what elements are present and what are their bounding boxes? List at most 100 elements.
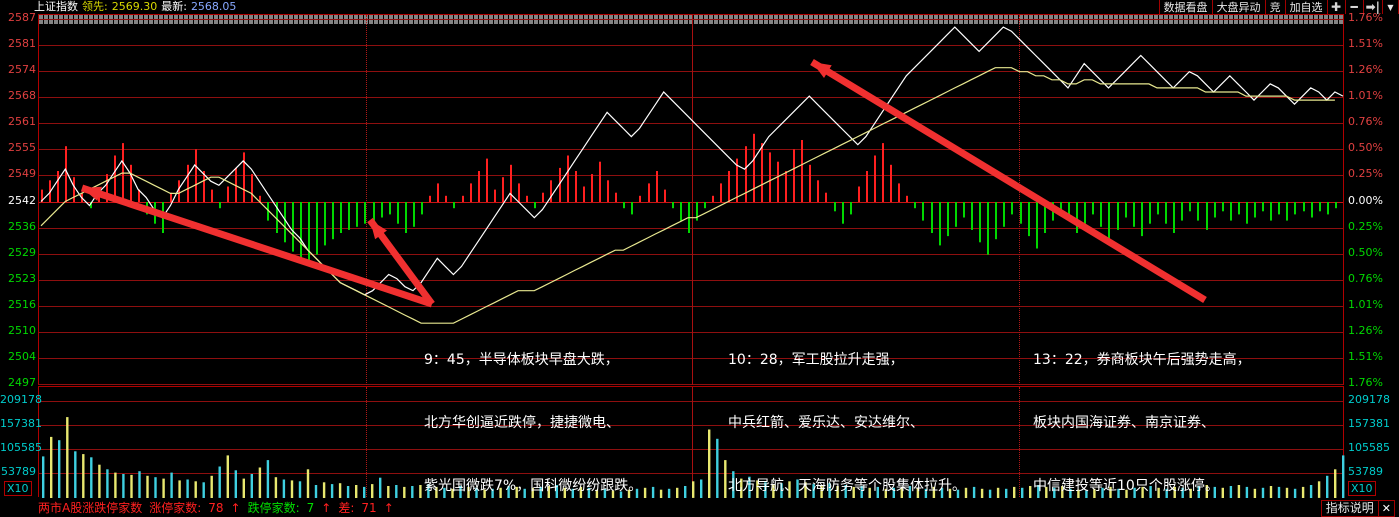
volume-axis-label-left: 157381 <box>0 417 42 430</box>
change-bar <box>979 202 981 243</box>
price-axis-label-left: 2561 <box>8 115 36 128</box>
change-bar <box>947 202 949 237</box>
change-bar <box>437 183 439 202</box>
price-axis-label-right: 1.01% <box>1348 89 1383 102</box>
volume-bar <box>250 474 253 498</box>
change-bar <box>1278 202 1280 215</box>
volume-bar <box>138 471 141 498</box>
change-bar <box>413 202 415 227</box>
footer-stats: 两市A股涨跌停家数 涨停家数: 78 ↑ 跌停家数: 7 ↑ 差: 71 ↑ <box>0 501 394 515</box>
change-bar <box>696 202 698 221</box>
price-axis-label-right: 1.26% <box>1348 63 1383 76</box>
volume-bar <box>170 472 173 498</box>
change-bar <box>1011 202 1013 215</box>
chevron-down-icon[interactable]: ▼ <box>1382 0 1399 14</box>
change-bar <box>850 202 852 215</box>
change-bar <box>73 177 75 202</box>
volume-bar <box>1285 487 1289 498</box>
indicator-help-button[interactable]: 指标说明 <box>1325 501 1374 515</box>
volume-axis-label-right: 209178 <box>1348 393 1390 406</box>
lead-value: 2569.30 <box>111 0 158 13</box>
volume-bar <box>330 484 334 498</box>
change-bar <box>753 133 755 202</box>
change-bar <box>1222 202 1224 212</box>
change-bar <box>842 202 844 224</box>
change-bar <box>648 183 650 202</box>
volume-bar <box>684 486 687 498</box>
volume-bar <box>154 477 157 498</box>
change-bar <box>41 189 43 202</box>
price-gridline-vertical <box>692 15 693 385</box>
price-axis-label-right: 1.76% <box>1348 11 1383 24</box>
change-bar <box>421 202 423 215</box>
volume-bar <box>355 485 358 498</box>
volume-gridline-vertical <box>366 387 367 497</box>
annotation-semiconductor: 9：45，半导体板块早盘大跌， 北方华创逼近跌停，捷捷微电、 紫光国微跌7%，国… <box>424 308 642 517</box>
price-gridline <box>39 45 1343 46</box>
volume-bar <box>1309 485 1313 498</box>
volume-axis-label-left: 105585 <box>0 441 42 454</box>
diff-value: 71 <box>361 500 377 515</box>
volume-axis-label-right: 157381 <box>1348 417 1390 430</box>
close-icon[interactable]: ✕ <box>1377 501 1394 516</box>
change-bar <box>736 158 738 202</box>
change-bar <box>939 202 941 246</box>
change-bar <box>114 155 116 202</box>
price-axis-label-left: 2523 <box>8 272 36 285</box>
price-axis-label-right: 0.00% <box>1348 194 1383 207</box>
bid-button[interactable]: 竞 <box>1264 0 1286 14</box>
volume-gridline <box>39 401 1343 402</box>
plus-icon[interactable]: ✚ <box>1326 0 1346 14</box>
change-bar <box>187 164 189 202</box>
volume-bar <box>218 466 221 498</box>
volume-bar <box>1021 487 1024 498</box>
market-anomaly-button[interactable]: 大盘异动 <box>1211 0 1266 14</box>
change-bar <box>1125 202 1127 218</box>
volume-bar <box>42 456 45 498</box>
price-axis-label-right: 1.51% <box>1348 37 1383 50</box>
volume-bar <box>403 486 406 498</box>
price-gridline <box>39 123 1343 124</box>
volume-bar <box>1261 487 1265 498</box>
volume-bar <box>667 488 671 498</box>
price-axis-label-left: 2549 <box>8 167 36 180</box>
price-gridline-vertical <box>366 15 367 385</box>
price-axis-label-right: 0.25% <box>1348 220 1383 233</box>
price-gridline <box>39 358 1343 359</box>
change-bar <box>1246 202 1248 224</box>
change-bar <box>1262 202 1264 212</box>
limit-down-arrow-icon: ↑ <box>321 500 332 515</box>
volume-bar <box>290 480 294 498</box>
volume-bar <box>387 486 390 498</box>
change-bar <box>1303 202 1305 212</box>
price-axis-label-left: 2504 <box>8 350 36 363</box>
price-axis-label-right: 1.26% <box>1348 324 1383 337</box>
volume-bar <box>411 486 414 498</box>
volume-bar <box>676 487 679 498</box>
volume-bar <box>114 472 117 498</box>
limit-down-label: 跌停家数: <box>247 500 300 515</box>
volume-bar <box>186 479 189 498</box>
annotation-military: 10：28，军工股拉升走强， 中兵红箭、爱乐达、安达维尔、 北方导航、天海防务等… <box>728 308 966 517</box>
change-bar <box>292 202 294 252</box>
volume-gridline-vertical <box>692 387 693 497</box>
volume-bar <box>194 481 197 498</box>
data-dashboard-button[interactable]: 数据看盘 <box>1158 0 1213 14</box>
volume-bar <box>298 481 302 498</box>
limit-up-label: 涨停家数: <box>149 500 202 515</box>
change-bar <box>955 202 957 227</box>
volume-bar <box>210 475 213 498</box>
change-bar <box>834 202 836 212</box>
change-bar <box>817 180 819 202</box>
change-bar <box>1149 202 1151 224</box>
add-watchlist-button[interactable]: 加自选 <box>1284 0 1328 14</box>
price-gridline <box>39 384 1343 385</box>
change-bar <box>494 189 496 202</box>
change-bar <box>882 143 884 202</box>
change-bar <box>373 202 375 221</box>
price-axis-label-right: 1.51% <box>1348 350 1383 363</box>
volume-bar <box>314 485 318 498</box>
volume-bar <box>1277 486 1281 498</box>
volume-bar <box>50 436 53 498</box>
price-axis-label-left: 2587 <box>8 11 36 24</box>
